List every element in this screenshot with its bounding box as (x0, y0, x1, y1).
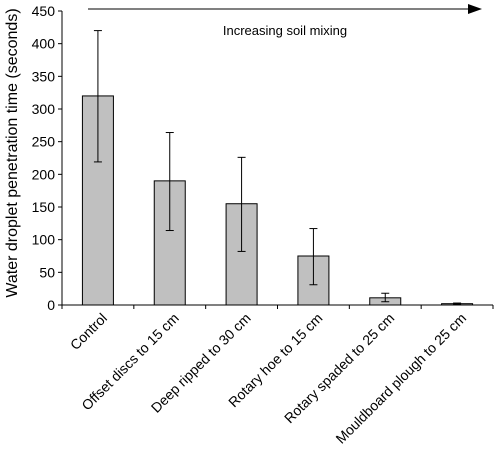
y-tick-label: 250 (32, 134, 56, 150)
error-bars (93, 30, 462, 305)
y-tick-label: 100 (32, 232, 56, 248)
x-tick-label: Mouldboard plough to 25 cm (332, 310, 469, 447)
y-tick-label: 0 (47, 297, 55, 313)
axes (61, 11, 494, 309)
y-ticks: 0 50 100 150 200 250 300 350 400 450 (32, 3, 62, 313)
y-tick-label: 300 (32, 101, 56, 117)
bars (81, 95, 474, 306)
y-tick-label: 350 (32, 68, 56, 84)
y-tick-label: 50 (39, 264, 55, 280)
y-axis-label: Water droplet penetration time (seconds) (4, 8, 21, 297)
y-tick-label: 450 (32, 3, 56, 19)
increasing-mixing-arrow (88, 4, 482, 14)
y-tick-label: 200 (32, 166, 56, 182)
annotation-label: Increasing soil mixing (223, 23, 347, 38)
y-tick-label: 400 (32, 36, 56, 52)
x-tick-label: Control (67, 310, 110, 353)
y-tick-label: 150 (32, 199, 56, 215)
